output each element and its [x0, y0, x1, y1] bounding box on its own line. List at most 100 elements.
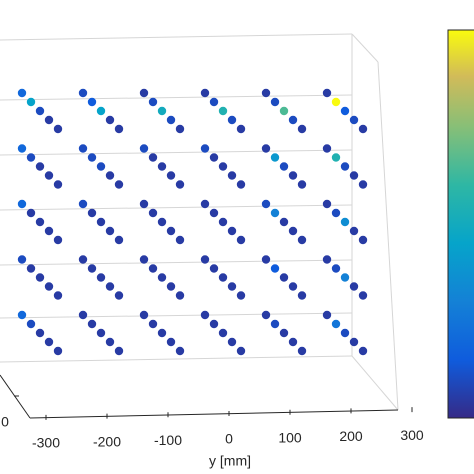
point: [53, 124, 63, 134]
point: [157, 162, 167, 171]
point: [78, 88, 88, 98]
point: [218, 106, 228, 116]
point: [35, 162, 45, 171]
point: [227, 282, 237, 291]
point: [114, 346, 124, 356]
point: [114, 124, 124, 134]
point: [270, 208, 280, 218]
point: [87, 264, 97, 273]
point: [270, 153, 280, 162]
point: [44, 282, 54, 291]
point: [114, 291, 124, 300]
point: [261, 144, 271, 153]
point: [96, 106, 106, 116]
point: [227, 337, 237, 347]
point: [35, 273, 45, 282]
point: [288, 226, 298, 236]
point: [236, 346, 246, 356]
y-tick-label: -100: [154, 432, 182, 448]
point: [349, 115, 359, 125]
point: [279, 162, 289, 171]
point: [218, 328, 228, 338]
point: [175, 346, 185, 356]
point: [139, 199, 149, 209]
point: [297, 235, 307, 245]
point: [236, 124, 246, 134]
point: [105, 115, 115, 125]
point: [358, 346, 368, 356]
point: [200, 199, 210, 209]
axes-box: [0, 33, 399, 419]
point: [331, 264, 341, 273]
point: [96, 217, 106, 227]
point: [358, 235, 368, 245]
point: [227, 226, 237, 236]
point: [26, 319, 36, 329]
point: [44, 226, 54, 236]
x-tick-label: 0: [1, 414, 9, 430]
point: [17, 144, 27, 153]
point: [261, 255, 271, 264]
point: [78, 310, 88, 320]
point: [297, 346, 307, 356]
point: [157, 328, 167, 338]
point: [261, 88, 271, 98]
point: [209, 264, 219, 273]
point: [26, 264, 36, 273]
point: [157, 106, 167, 116]
point: [105, 171, 115, 180]
point: [209, 208, 219, 218]
point: [87, 319, 97, 329]
point: [270, 319, 280, 329]
point: [200, 255, 210, 264]
point: [209, 319, 219, 329]
point: [322, 199, 332, 209]
point: [157, 217, 167, 227]
point: [139, 255, 149, 264]
point: [78, 144, 88, 153]
point: [114, 235, 124, 245]
point: [297, 291, 307, 300]
point: [322, 88, 332, 98]
point: [139, 310, 149, 320]
point: [340, 106, 350, 116]
point: [349, 337, 359, 347]
point: [105, 282, 115, 291]
point: [148, 319, 158, 329]
point: [17, 255, 27, 264]
y-tick-label: 0: [225, 431, 233, 447]
point: [53, 291, 63, 300]
point: [166, 115, 176, 125]
point: [349, 282, 359, 291]
point: [35, 106, 45, 116]
point: [279, 217, 289, 227]
point: [96, 273, 106, 282]
point: [270, 264, 280, 273]
point: [175, 124, 185, 134]
point: [157, 273, 167, 282]
point: [35, 328, 45, 338]
point: [139, 88, 149, 98]
point: [297, 124, 307, 134]
point: [236, 180, 246, 189]
point: [322, 144, 332, 153]
y-axis-label: y [mm]: [209, 453, 251, 469]
point: [87, 208, 97, 218]
point: [297, 180, 307, 189]
point: [87, 97, 97, 107]
point: [175, 235, 185, 245]
point: [166, 337, 176, 347]
point: [26, 97, 36, 107]
point: [44, 115, 54, 125]
point: [236, 291, 246, 300]
point: [279, 328, 289, 338]
point: [270, 97, 280, 107]
point: [358, 291, 368, 300]
point: [17, 310, 27, 320]
point: [261, 199, 271, 209]
point: [288, 115, 298, 125]
point: [279, 273, 289, 282]
point: [209, 97, 219, 107]
